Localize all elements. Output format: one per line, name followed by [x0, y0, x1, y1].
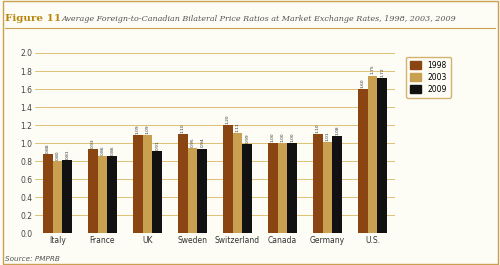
Bar — [288, 143, 298, 233]
Bar — [232, 133, 242, 233]
Text: 1.75: 1.75 — [370, 65, 374, 74]
Bar — [322, 142, 332, 233]
Text: 0.95: 0.95 — [190, 137, 194, 147]
Bar — [378, 78, 388, 233]
Text: 0.80: 0.80 — [56, 151, 60, 160]
Text: 1.00: 1.00 — [290, 132, 294, 142]
Bar — [268, 143, 278, 233]
Bar — [152, 151, 162, 233]
Text: Figure 11: Figure 11 — [5, 14, 61, 23]
Text: 0.93: 0.93 — [90, 139, 94, 148]
Bar — [222, 125, 232, 233]
Text: 1.09: 1.09 — [136, 124, 140, 134]
Bar — [368, 76, 378, 233]
Text: 1.00: 1.00 — [280, 132, 284, 142]
Bar — [188, 148, 198, 233]
Text: 1.10: 1.10 — [316, 123, 320, 133]
Bar — [198, 148, 207, 233]
Bar — [142, 135, 152, 233]
Text: Average Foreign-to-Canadian Bilateral Price Ratios at Market Exchange Rates, 199: Average Foreign-to-Canadian Bilateral Pr… — [62, 15, 456, 23]
Text: 0.94: 0.94 — [200, 138, 204, 147]
Bar — [332, 136, 342, 233]
Bar — [108, 156, 118, 233]
Text: 1.10: 1.10 — [180, 123, 184, 133]
Bar — [62, 160, 72, 233]
Bar — [88, 149, 98, 233]
Legend: 1998, 2003, 2009: 1998, 2003, 2009 — [406, 57, 450, 98]
Bar — [52, 161, 62, 233]
Text: Source: PMPRB: Source: PMPRB — [5, 256, 60, 262]
Text: 0.88: 0.88 — [46, 143, 50, 153]
Text: 1.20: 1.20 — [226, 114, 230, 124]
Bar — [312, 134, 322, 233]
Text: 1.60: 1.60 — [360, 78, 364, 88]
Bar — [42, 154, 52, 233]
Bar — [132, 135, 142, 233]
Text: 0.86: 0.86 — [110, 145, 114, 155]
Text: 1.72: 1.72 — [380, 68, 384, 77]
Text: 1.01: 1.01 — [326, 131, 330, 141]
Text: 1.11: 1.11 — [236, 122, 240, 132]
Bar — [278, 143, 287, 233]
Text: 0.86: 0.86 — [100, 145, 104, 155]
Text: 1.08: 1.08 — [336, 125, 340, 135]
Text: 0.81: 0.81 — [66, 149, 70, 159]
Bar — [242, 144, 252, 233]
Text: 0.91: 0.91 — [156, 140, 160, 150]
Text: 0.99: 0.99 — [246, 133, 250, 143]
Bar — [358, 89, 368, 233]
Bar — [178, 134, 188, 233]
Text: 1.00: 1.00 — [270, 132, 274, 142]
Bar — [98, 156, 108, 233]
Text: 1.09: 1.09 — [146, 124, 150, 134]
